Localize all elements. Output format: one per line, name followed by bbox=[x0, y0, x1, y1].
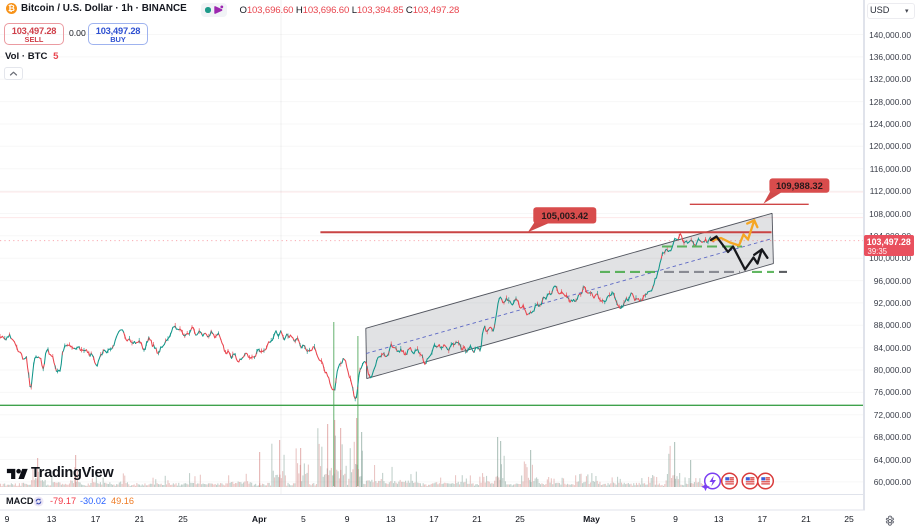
svg-text:109,988.32: 109,988.32 bbox=[776, 180, 823, 191]
svg-text:105,003.42: 105,003.42 bbox=[541, 210, 588, 221]
